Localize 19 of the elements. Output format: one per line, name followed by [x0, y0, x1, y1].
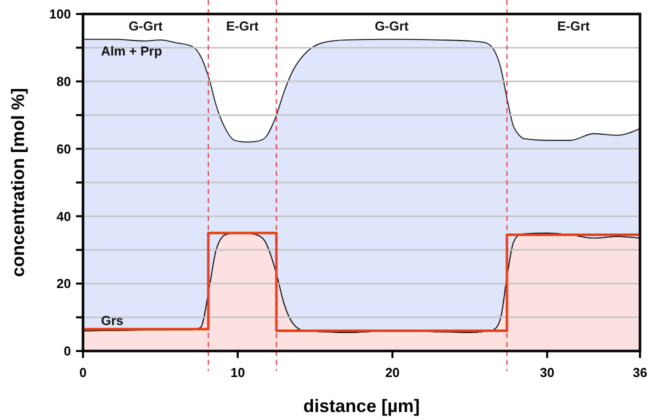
x-tick-label: 10: [230, 365, 245, 380]
annotation: E-Grt: [226, 18, 260, 34]
series-label: Grs: [101, 312, 124, 328]
y-tick-label: 60: [56, 141, 71, 156]
annotation: G-Grt: [128, 18, 164, 34]
y-tick-label: 0: [64, 344, 71, 359]
x-tick-label: 0: [79, 365, 87, 380]
annotation: G-Grt: [374, 18, 410, 34]
y-tick-label: 100: [49, 6, 71, 22]
x-tick-label: 30: [540, 365, 554, 380]
y-axis-title: concentration [mol %]: [8, 88, 28, 278]
annotation: E-Grt: [557, 18, 590, 34]
y-tick-label: 20: [56, 276, 71, 292]
y-tick-label: 80: [56, 74, 71, 89]
x-tick-label: 36: [632, 365, 648, 380]
x-tick-label: 20: [385, 365, 400, 380]
x-axis-title: distance [µm]: [303, 396, 420, 416]
y-tick-label: 40: [56, 208, 71, 224]
series-label: Alm + Prp: [101, 43, 162, 58]
